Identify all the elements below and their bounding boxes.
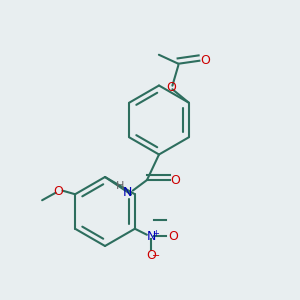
Text: O: O — [168, 230, 178, 243]
Text: N: N — [123, 185, 132, 199]
Text: +: + — [152, 230, 159, 238]
Text: H: H — [116, 181, 124, 191]
Text: O: O — [54, 185, 64, 198]
Text: O: O — [200, 54, 210, 67]
Text: O: O — [166, 81, 176, 94]
Text: O: O — [170, 173, 180, 187]
Text: O: O — [146, 249, 156, 262]
Text: N: N — [147, 230, 156, 243]
Text: −: − — [152, 251, 160, 261]
